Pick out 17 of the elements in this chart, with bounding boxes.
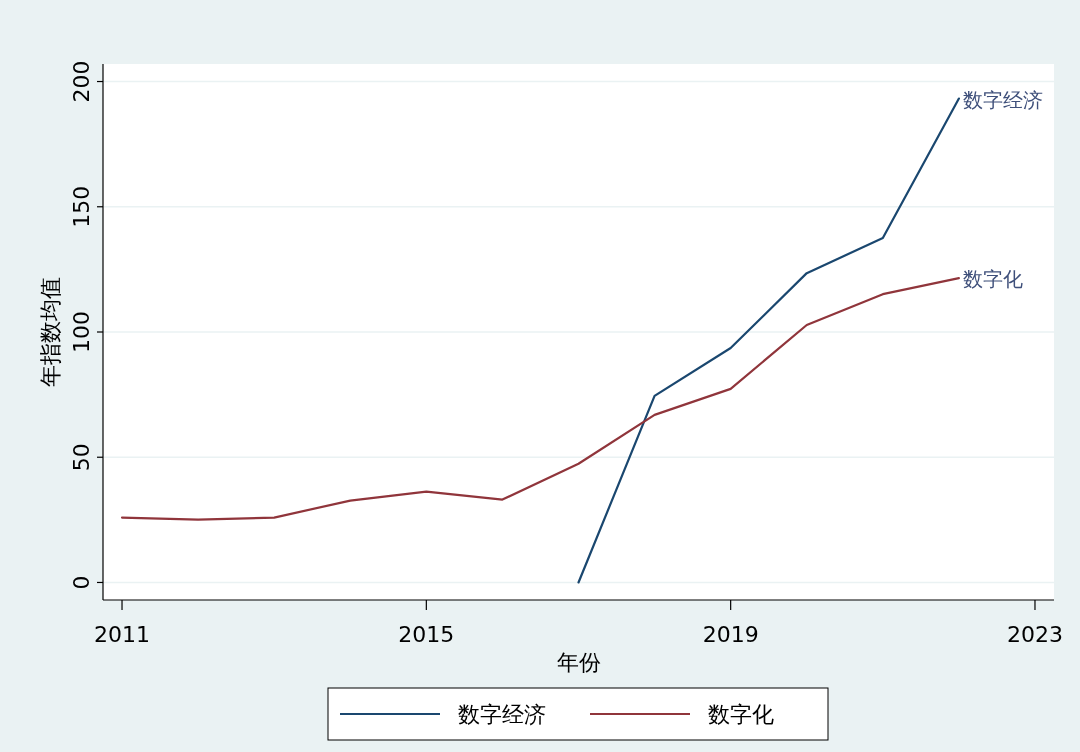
text: 数字化 [962, 267, 1023, 292]
x-axis-title: 年份 [556, 650, 601, 675]
x-tick-label: 2011 [94, 622, 151, 647]
x-tick-label: 2019 [702, 622, 759, 647]
y-tick-label: 200 [69, 60, 94, 103]
line-series [577, 97, 960, 584]
y-tick-label: 50 [69, 443, 94, 472]
y-axis-title: 年指数均值 [38, 277, 63, 387]
y-tick-label: 0 [69, 575, 94, 590]
y-tick-label: 150 [69, 185, 94, 228]
legend-label: 数字化 [708, 702, 774, 727]
y-tick-label: 100 [69, 311, 94, 353]
line-series [120, 277, 960, 521]
legend-label: 数字经济 [458, 702, 546, 727]
x-tick-label: 2023 [1006, 622, 1063, 647]
x-tick-label: 2015 [398, 622, 455, 647]
text: 数字经济 [962, 87, 1043, 112]
